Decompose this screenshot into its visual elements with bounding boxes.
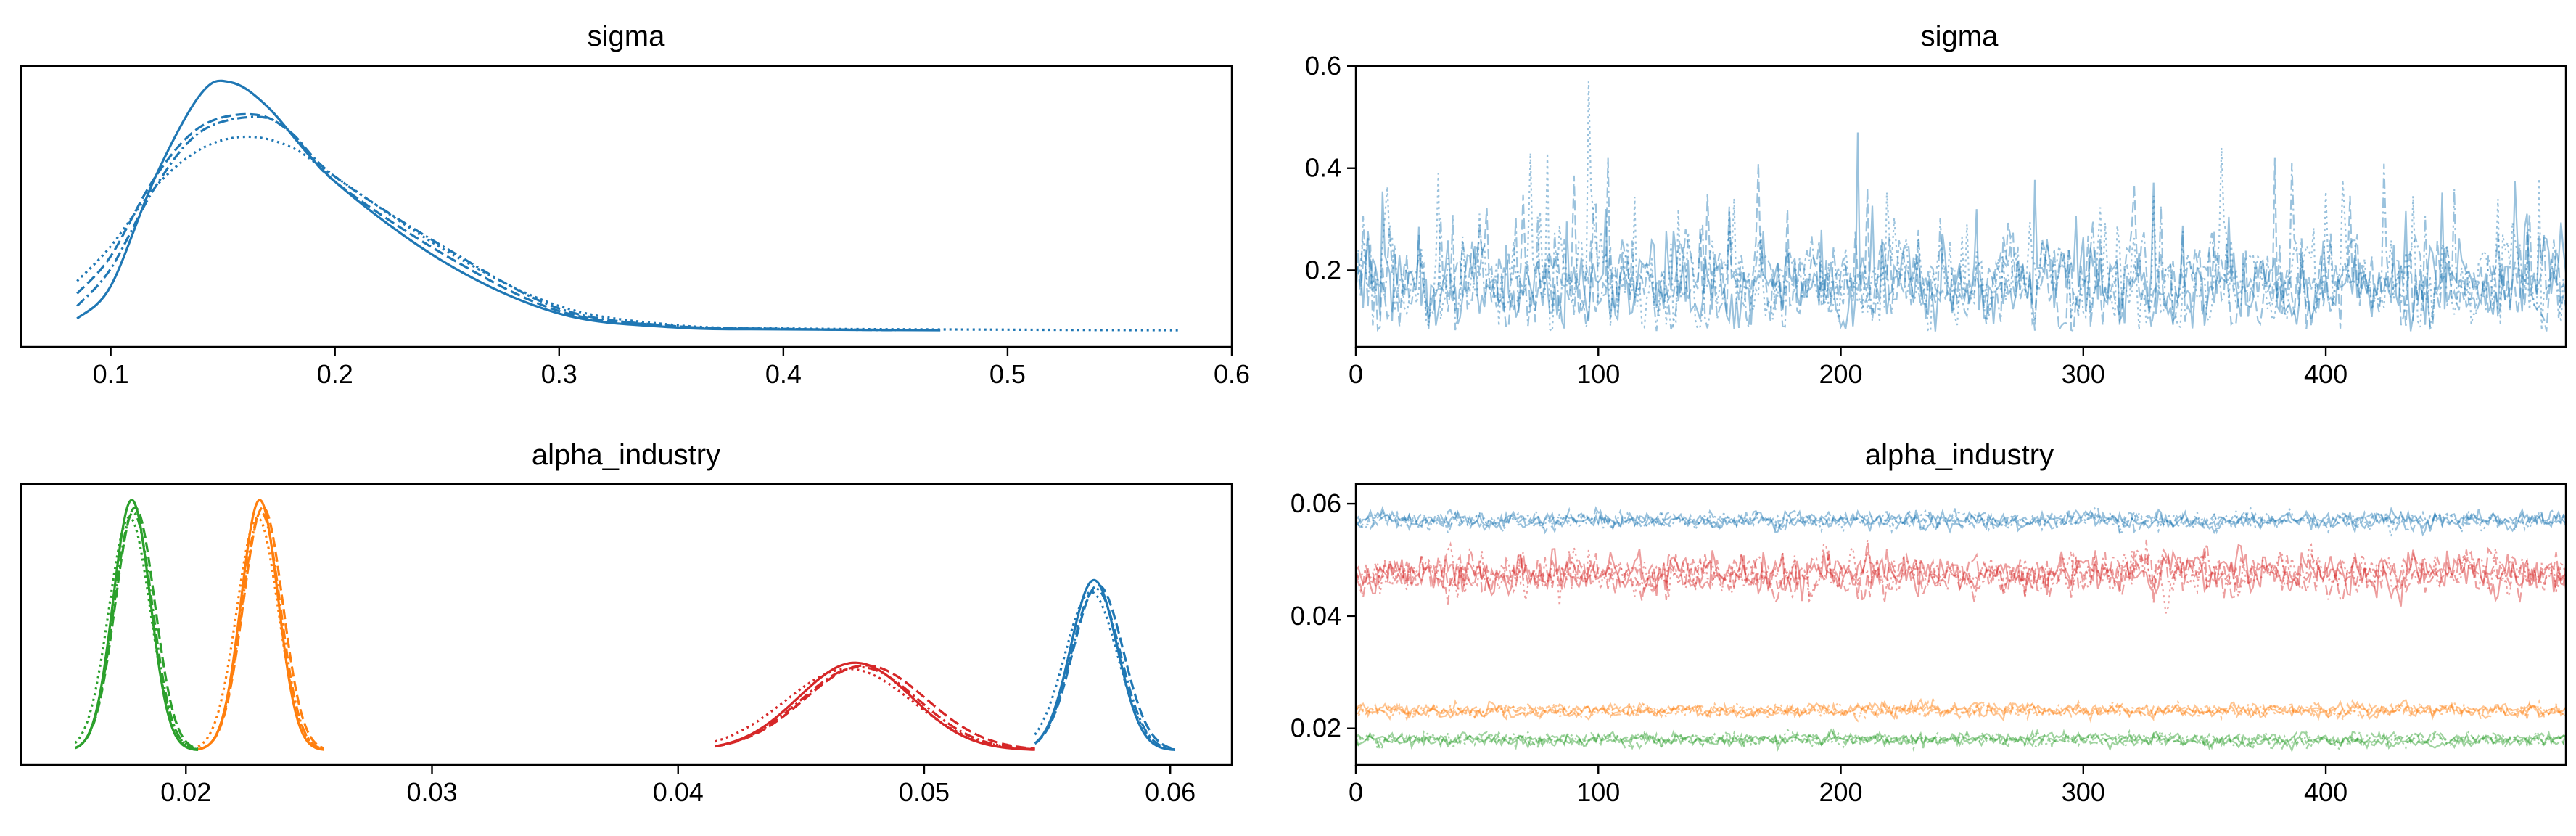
x-axis: 0.1 0.2 0.3 0.4 0.5 0.6 bbox=[93, 347, 1250, 389]
y-tick-label: 0.2 bbox=[1305, 255, 1341, 284]
x-axis: 0 100 200 300 400 bbox=[1349, 347, 2347, 389]
kde-group-3-chain-1-line bbox=[1034, 583, 1176, 750]
kde-chain-0-line bbox=[76, 79, 941, 332]
panel-sigma-kde: sigma 0.1 0.2 0.3 0.4 0.5 0.6 bbox=[20, 20, 1250, 389]
y-tick-label: 0.02 bbox=[1291, 713, 1341, 743]
kde-series-layer bbox=[76, 79, 1178, 332]
x-tick-label: 300 bbox=[2062, 359, 2105, 389]
axes-frame bbox=[1354, 483, 2567, 766]
kde-series-layer bbox=[74, 499, 1176, 752]
kde-group-1-chain-0-line bbox=[197, 499, 324, 751]
kde-group-1-chain-2-line bbox=[197, 516, 324, 750]
trace-chain-1-line bbox=[1355, 157, 2567, 333]
trace-group-2-chain-2-line bbox=[1355, 698, 2567, 721]
x-tick-label: 0.05 bbox=[899, 777, 950, 807]
trace-group-1-chain-2-line bbox=[1354, 541, 2567, 614]
kde-group-3-chain-0-line bbox=[1034, 578, 1176, 751]
trace-series-layer bbox=[1354, 505, 2567, 753]
kde-group-2-chain-2-line bbox=[715, 668, 1035, 751]
trace-chain-0-line bbox=[1354, 132, 2567, 332]
trace-group-0-chain-0-line bbox=[1355, 505, 2567, 537]
y-axis: 0.2 0.4 0.6 bbox=[1305, 51, 1356, 284]
y-axis: 0.02 0.04 0.06 bbox=[1291, 488, 1356, 743]
panel-title: sigma bbox=[1921, 20, 1999, 52]
x-tick-label: 0.1 bbox=[93, 359, 129, 389]
kde-group-1-chain-3-line bbox=[197, 511, 324, 751]
x-tick-label: 0.2 bbox=[317, 359, 353, 389]
trace-group-3-chain-0-line bbox=[1355, 728, 2567, 753]
trace-group-3-chain-3-line bbox=[1354, 728, 2567, 752]
axes-frame bbox=[1354, 65, 2567, 348]
panel-title: alpha_industry bbox=[1865, 439, 2054, 471]
panel-alpha-industry-kde: alpha_industry 0.02 0.03 0.04 0.05 0.06 bbox=[20, 439, 1233, 807]
trace-group-3-chain-1-line bbox=[1355, 728, 2567, 751]
y-tick-label: 0.04 bbox=[1291, 601, 1341, 631]
kde-group-0-chain-2-line bbox=[74, 516, 199, 751]
x-tick-label: 100 bbox=[1576, 777, 1620, 807]
x-tick-label: 0.3 bbox=[541, 359, 577, 389]
kde-group-0-chain-3-line bbox=[75, 511, 199, 751]
x-tick-label: 0.4 bbox=[765, 359, 802, 389]
trace-chain-3-line bbox=[1354, 157, 2567, 332]
x-tick-label: 400 bbox=[2304, 777, 2347, 807]
x-tick-label: 200 bbox=[1819, 777, 1862, 807]
trace-group-0-chain-3-line bbox=[1355, 506, 2567, 535]
kde-group-3-chain-3-line bbox=[1034, 587, 1176, 751]
x-axis: 0.02 0.03 0.04 0.05 0.06 bbox=[160, 765, 1196, 807]
kde-chain-2-line bbox=[76, 135, 1178, 332]
x-tick-label: 400 bbox=[2304, 359, 2347, 389]
x-tick-label: 0.5 bbox=[989, 359, 1026, 389]
x-tick-label: 0.03 bbox=[406, 777, 457, 807]
kde-group-2-chain-3-line bbox=[715, 665, 1035, 751]
x-tick-label: 200 bbox=[1819, 359, 1862, 389]
x-tick-label: 0.06 bbox=[1145, 777, 1196, 807]
kde-chain-1-line bbox=[76, 112, 896, 332]
kde-group-3-chain-2-line bbox=[1034, 591, 1176, 751]
axes-frame bbox=[20, 483, 1233, 766]
y-tick-label: 0.4 bbox=[1305, 153, 1341, 183]
y-tick-label: 0.06 bbox=[1291, 488, 1341, 518]
x-tick-label: 0.6 bbox=[1214, 359, 1250, 389]
panel-alpha-industry-trace: alpha_industry 0 100 200 300 400 0.020.040.0… bbox=[1291, 439, 2567, 807]
x-tick-label: 300 bbox=[2062, 777, 2105, 807]
x-tick-label: 0 bbox=[1349, 359, 1363, 389]
panel-title: alpha_industry bbox=[532, 439, 720, 471]
trace-series-layer bbox=[1354, 81, 2567, 333]
trace-group-2-chain-3-line bbox=[1354, 699, 2567, 723]
trace-group-1-chain-1-line bbox=[1354, 546, 2567, 605]
kde-group-1-chain-1-line bbox=[197, 506, 324, 751]
x-axis: 0 100 200 300 400 bbox=[1349, 765, 2347, 807]
kde-group-2-chain-0-line bbox=[715, 661, 1035, 751]
x-tick-label: 0.02 bbox=[160, 777, 211, 807]
panel-title: sigma bbox=[588, 20, 665, 52]
trace-group-1-chain-0-line bbox=[1355, 544, 2567, 607]
kde-group-2-chain-1-line bbox=[715, 664, 1035, 750]
trace-group-2-chain-0-line bbox=[1355, 697, 2567, 722]
kde-chain-3-line bbox=[76, 115, 896, 332]
kde-group-0-chain-1-line bbox=[75, 506, 199, 750]
trace-group-1-chain-3-line bbox=[1354, 539, 2567, 605]
trace-chain-2-line bbox=[1355, 81, 2567, 333]
x-tick-label: 0 bbox=[1349, 777, 1363, 807]
trace-group-0-chain-1-line bbox=[1355, 506, 2567, 535]
panel-sigma-trace: sigma 0 100 200 300 400 0.2 0.4 0.6 bbox=[1305, 20, 2567, 389]
axes-frame bbox=[20, 65, 1233, 348]
y-tick-label: 0.6 bbox=[1305, 51, 1341, 81]
x-tick-label: 100 bbox=[1576, 359, 1620, 389]
kde-group-0-chain-0-line bbox=[74, 499, 199, 752]
x-tick-label: 0.04 bbox=[653, 777, 704, 807]
